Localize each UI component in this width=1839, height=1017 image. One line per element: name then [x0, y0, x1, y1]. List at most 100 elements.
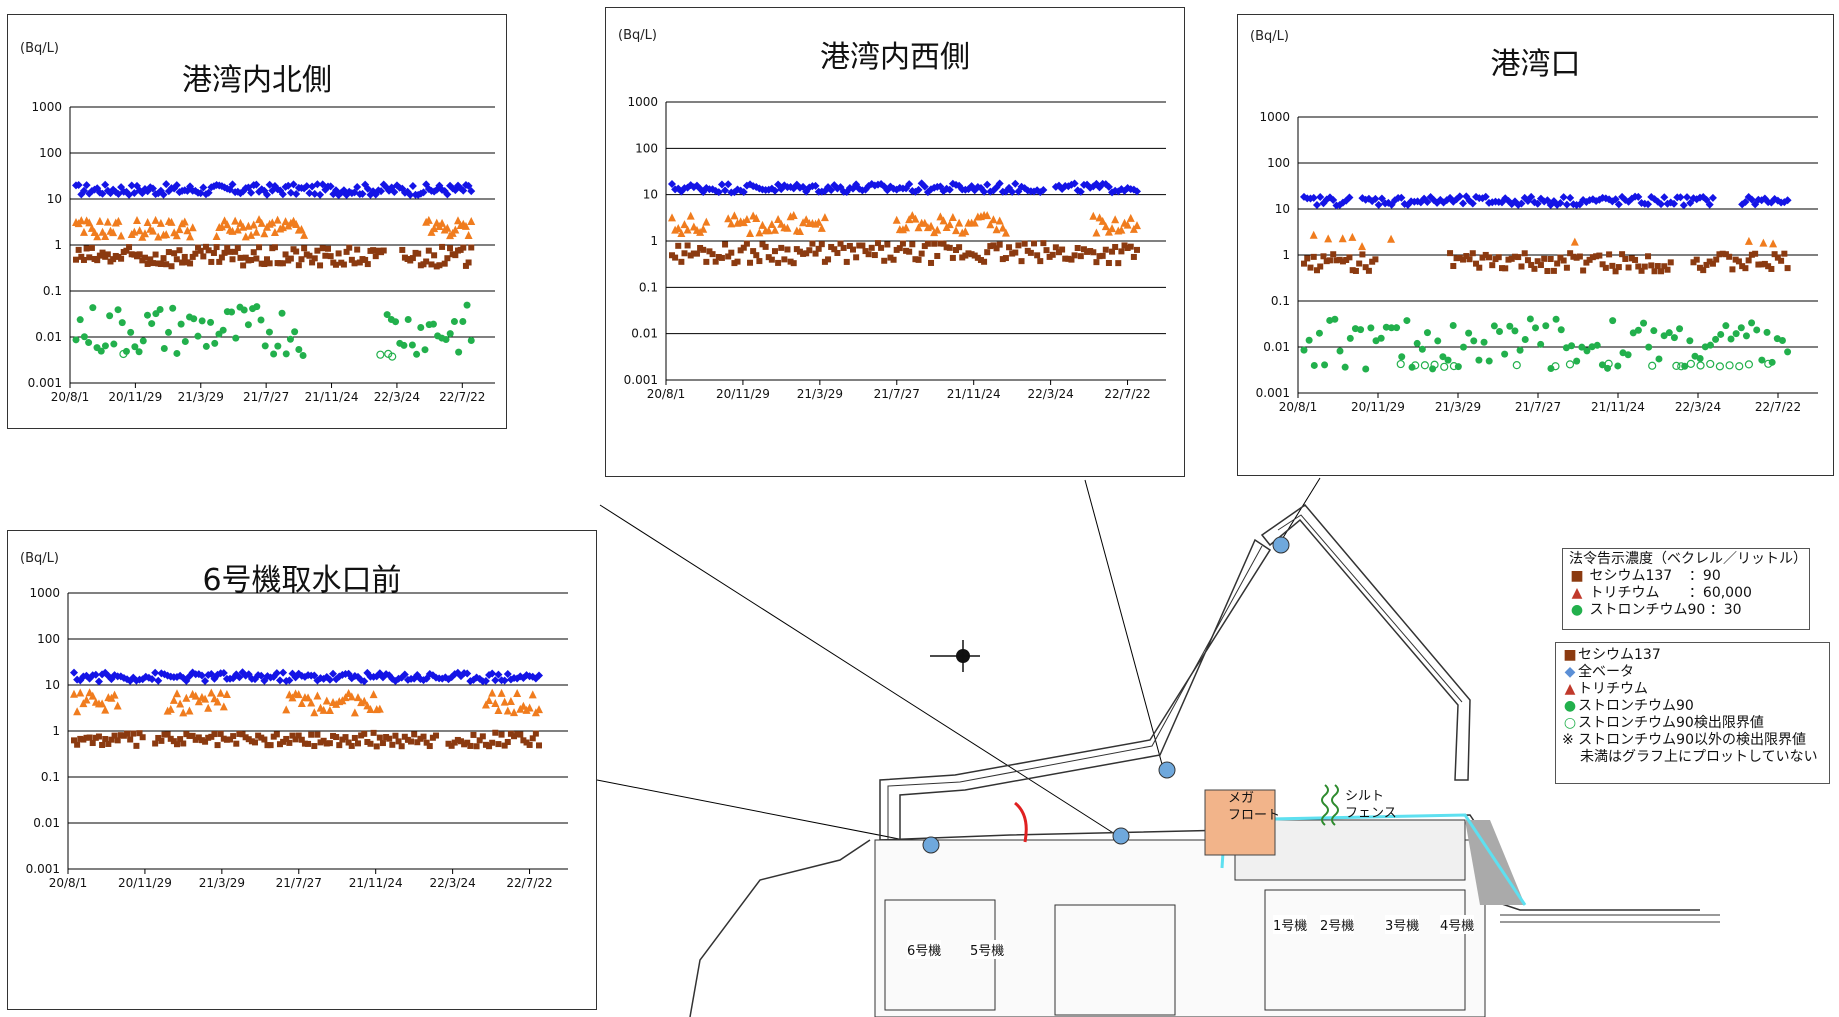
data-point-diamond — [148, 675, 157, 684]
sampling-point-north[interactable] — [1112, 827, 1130, 845]
data-point-square — [1450, 263, 1457, 270]
data-point-square — [198, 737, 205, 744]
data-point-square — [460, 244, 467, 251]
data-point-diamond — [983, 180, 992, 189]
x-tick-label: 20/11/29 — [108, 390, 162, 404]
data-point-triangle — [233, 225, 242, 234]
data-point-triangle — [188, 223, 197, 232]
data-point-circle — [383, 311, 391, 319]
data-point-circle — [1315, 329, 1323, 337]
data-point-triangle — [325, 705, 334, 714]
data-point-diamond — [770, 186, 779, 195]
data-point-square — [73, 256, 79, 263]
data-point-circle — [1336, 347, 1344, 355]
data-point-square — [295, 732, 302, 739]
data-point-diamond — [305, 189, 314, 198]
data-point-diamond — [286, 188, 295, 197]
data-point-circle-open — [1696, 361, 1705, 370]
data-point-square — [187, 260, 194, 267]
data-point-square — [256, 244, 263, 251]
data-point-square — [452, 252, 459, 259]
legend-regulatory-limits: 法令告示濃度（ベクレル／リットル） ■ セシウム137 ：90 ▲ トリチウム … — [1562, 548, 1810, 630]
data-point-square — [523, 739, 530, 746]
data-point-circle — [1403, 317, 1411, 325]
data-point-square — [687, 252, 694, 259]
data-point-square — [878, 244, 885, 251]
data-point-diamond — [251, 675, 260, 684]
north-breakwater-inner — [1277, 514, 1463, 703]
data-point-diamond — [1309, 193, 1318, 202]
data-point-square — [367, 740, 374, 747]
data-point-triangle — [443, 223, 452, 232]
data-point-square — [532, 730, 539, 737]
data-point-square — [74, 741, 81, 748]
data-point-square — [139, 734, 146, 741]
data-point-circle-open — [1430, 360, 1439, 369]
legend-label: トリチウム — [1589, 585, 1660, 601]
data-point-square — [952, 247, 959, 254]
data-point-diamond — [199, 183, 208, 192]
data-point-circle — [1696, 355, 1704, 363]
mega-float-label-1: メガ — [1228, 791, 1255, 806]
mega-float — [1204, 789, 1276, 856]
x-tick-label: 22/3/24 — [1675, 400, 1721, 414]
data-point-square — [361, 730, 368, 737]
sampling-point-unit6[interactable] — [922, 836, 940, 854]
data-point-square — [171, 250, 178, 257]
legend-limit-sr90: ● ストロンチウム90 ：30 — [1569, 602, 1803, 619]
data-point-square — [165, 249, 172, 256]
data-point-circle — [1506, 322, 1514, 330]
data-point-square — [1651, 268, 1658, 275]
data-point-square — [351, 734, 358, 741]
sampling-point-west[interactable] — [1158, 761, 1176, 779]
data-point-circle — [114, 306, 122, 314]
data-point-circle — [1465, 329, 1473, 337]
data-point-square — [401, 733, 408, 740]
data-point-diamond — [408, 181, 417, 190]
data-point-triangle — [194, 697, 203, 706]
x-tick-label: 21/3/29 — [178, 390, 224, 404]
data-point-diamond — [235, 673, 244, 682]
data-point-square — [168, 263, 175, 270]
data-point-triangle — [485, 695, 494, 704]
data-point-diamond — [764, 185, 773, 194]
data-point-diamond — [394, 674, 403, 683]
data-point-square — [237, 254, 244, 261]
site-west-edge — [689, 839, 871, 1017]
data-point-square — [697, 244, 704, 251]
data-point-circle — [1537, 340, 1545, 348]
data-point-triangle — [464, 231, 473, 240]
data-point-diamond — [1618, 192, 1627, 201]
data-point-diamond — [1368, 197, 1377, 206]
data-point-diamond — [1657, 200, 1666, 209]
data-point-diamond — [755, 184, 764, 193]
data-point-diamond — [1540, 197, 1549, 206]
data-point-square — [120, 732, 127, 739]
square-icon: ■ — [1570, 568, 1584, 584]
data-point-square — [492, 729, 499, 736]
data-point-circle-open — [1440, 362, 1449, 371]
data-point-square — [678, 258, 685, 265]
data-point-circle — [85, 339, 93, 347]
data-point-square — [1323, 258, 1330, 265]
legend-item-sr90-limit: ○ ストロンチウム90検出限界値 — [1562, 715, 1823, 732]
data-point-triangle — [1744, 236, 1753, 245]
data-point-square — [88, 244, 95, 251]
data-point-diamond — [699, 187, 708, 196]
leader-line-west — [1084, 479, 1164, 769]
data-point-triangle — [503, 706, 512, 715]
legend-note-1: ※ ストロンチウム90以外の検出限界値 — [1562, 732, 1806, 748]
data-point-diamond — [463, 669, 472, 678]
data-point-circle — [97, 347, 105, 355]
data-point-circle — [1310, 361, 1318, 369]
data-point-square — [1356, 260, 1363, 267]
data-point-triangle — [677, 228, 686, 237]
data-point-square — [1528, 261, 1535, 268]
sampling-point-mouth[interactable] — [1272, 536, 1290, 554]
data-point-square — [1742, 265, 1749, 272]
data-point-triangle — [1123, 220, 1132, 229]
data-point-square — [451, 739, 458, 746]
data-point-square — [1729, 266, 1736, 273]
data-point-diamond — [1705, 200, 1714, 209]
data-point-square — [675, 242, 682, 249]
